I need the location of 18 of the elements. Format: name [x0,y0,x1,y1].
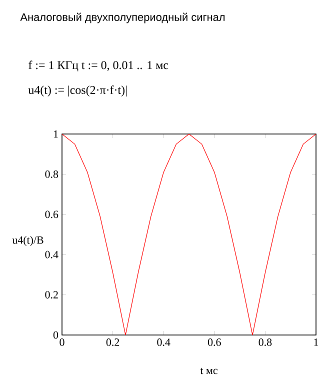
y-tick-label: 0.6 [45,210,58,218]
x-tick-label: 0.6 [208,338,221,346]
y-tick-label: 1 [54,130,58,138]
x-tick-label: 0.8 [258,338,272,346]
x-tick-label: 0.4 [157,338,170,346]
y-tick-label: 0.4 [45,250,58,258]
y-tick-label: 0 [53,331,58,339]
text: u4(t) := |cos(2·π·f·t)| [28,86,127,96]
y-tick-label: 0.2 [45,291,58,299]
x-tick-label: 1 [314,338,318,346]
y-axis-title: u4(t)/В [12,236,44,246]
line-series [62,134,316,336]
y-tick-label: 0.8 [45,170,58,178]
x-axis-title: t мс [200,368,218,374]
x-tick-label: 0 [60,338,64,346]
text: f := 1 КГц t := 0, 0.01 .. 1 мс [28,60,168,72]
chart-title: Аналоговый двухполупериодный сигнал [20,12,225,24]
x-tick-label: 0.2 [106,338,120,346]
